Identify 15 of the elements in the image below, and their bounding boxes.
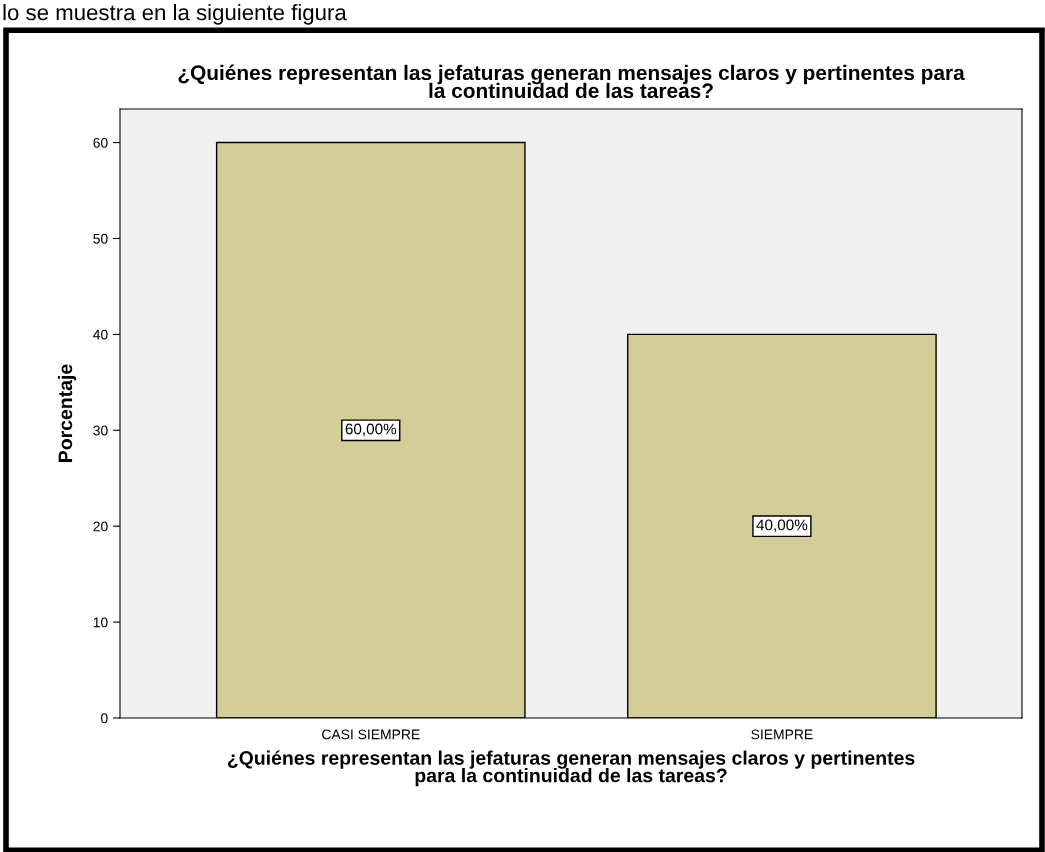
y-tick-label: 30 <box>93 425 108 436</box>
data-label: 60,00% <box>345 423 397 437</box>
data-label: 40,00% <box>756 519 808 533</box>
y-tick-label: 0 <box>101 713 108 724</box>
x-tick-label: SIEMPRE <box>751 729 813 740</box>
y-tick-label: 60 <box>93 137 108 148</box>
x-tick-label: CASI SIEMPRE <box>322 729 420 740</box>
x-axis-title: ¿Quiénes representan las jefaturas generan mensajes claros y pertinentes para la continuidad de las tareas? <box>227 750 915 787</box>
y-tick-label: 20 <box>93 521 108 532</box>
y-tick-label: 40 <box>93 329 108 340</box>
y-tick-label: 10 <box>93 617 108 628</box>
y-axis-title: Porcentaje <box>57 364 77 462</box>
y-tick-label: 50 <box>93 233 108 244</box>
text: lo se muestra en la siguiente figura <box>3 4 347 25</box>
chart-title: ¿Quiénes representan las jefaturas generan mensajes claros y pertinentes para la continuidad de las tareas? <box>178 64 965 99</box>
